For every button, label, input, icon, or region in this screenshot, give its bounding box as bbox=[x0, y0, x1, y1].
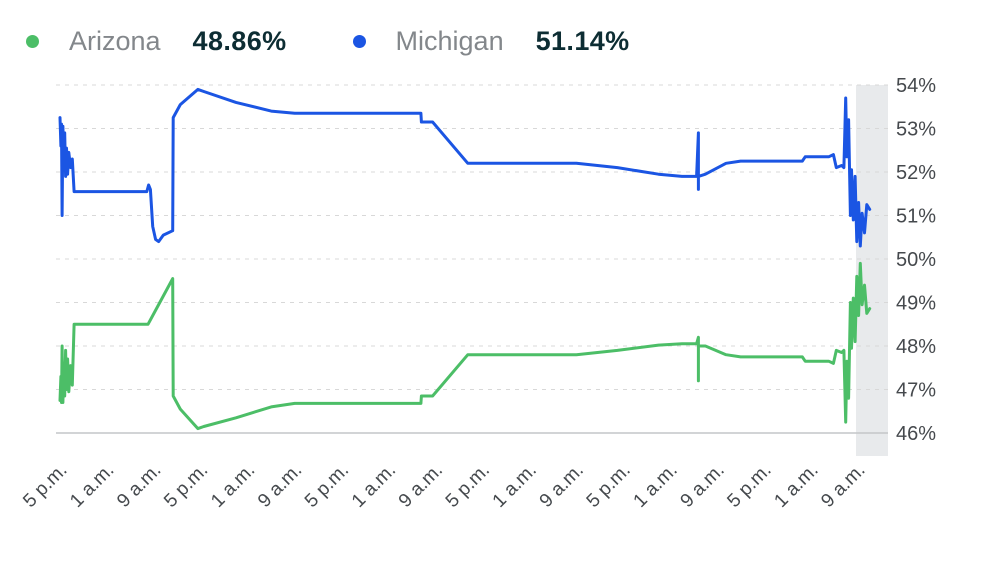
x-axis-label: 5 p.m. bbox=[301, 460, 353, 512]
michigan-series-label: Michigan bbox=[395, 26, 504, 56]
legend-item-arizona: Arizona 48.86% bbox=[26, 26, 287, 57]
chart-legend: Arizona 48.86% Michigan 51.14% bbox=[26, 26, 630, 57]
y-axis-label: 52% bbox=[896, 162, 936, 184]
x-axis-label: 5 p.m. bbox=[19, 460, 71, 512]
x-axis-label: 9 a.m. bbox=[677, 460, 729, 512]
arizona-line bbox=[58, 261, 872, 431]
y-axis-label: 49% bbox=[896, 293, 936, 315]
y-axis-label: 48% bbox=[896, 336, 936, 358]
legend-item-michigan: Michigan 51.14% bbox=[352, 26, 630, 57]
x-axis-label: 5 p.m. bbox=[723, 460, 775, 512]
x-axis-label: 9 a.m. bbox=[254, 460, 306, 512]
arizona-series-dot-icon bbox=[26, 35, 39, 48]
arizona-series-value: 48.86% bbox=[192, 26, 287, 56]
x-axis-label: 1 a.m. bbox=[489, 460, 541, 512]
x-axis-label: 5 p.m. bbox=[160, 460, 212, 512]
y-axis-label: 46% bbox=[896, 423, 936, 445]
arizona-series-label: Arizona bbox=[69, 26, 161, 56]
x-axis-label: 9 a.m. bbox=[395, 460, 447, 512]
x-axis-label: 1 a.m. bbox=[770, 460, 822, 512]
x-axis-label: 1 a.m. bbox=[630, 460, 682, 512]
x-axis-label: 9 a.m. bbox=[113, 460, 165, 512]
x-axis-label: 5 p.m. bbox=[442, 460, 494, 512]
x-axis-label: 5 p.m. bbox=[583, 460, 635, 512]
michigan-series-value: 51.14% bbox=[535, 26, 630, 56]
y-axis-label: 47% bbox=[896, 380, 936, 402]
y-axis-label: 50% bbox=[896, 249, 936, 271]
x-axis-label: 1 a.m. bbox=[66, 460, 118, 512]
michigan-series-dot-icon bbox=[352, 35, 366, 48]
y-axis-label: 54% bbox=[896, 75, 936, 97]
y-axis-label: 51% bbox=[896, 206, 936, 228]
michigan-line bbox=[58, 87, 872, 248]
x-axis-label: 9 a.m. bbox=[536, 460, 588, 512]
x-axis-label: 1 a.m. bbox=[207, 460, 259, 512]
x-axis-label: 9 a.m. bbox=[817, 460, 869, 512]
y-axis-label: 53% bbox=[896, 119, 936, 141]
x-axis-label: 1 a.m. bbox=[348, 460, 400, 512]
